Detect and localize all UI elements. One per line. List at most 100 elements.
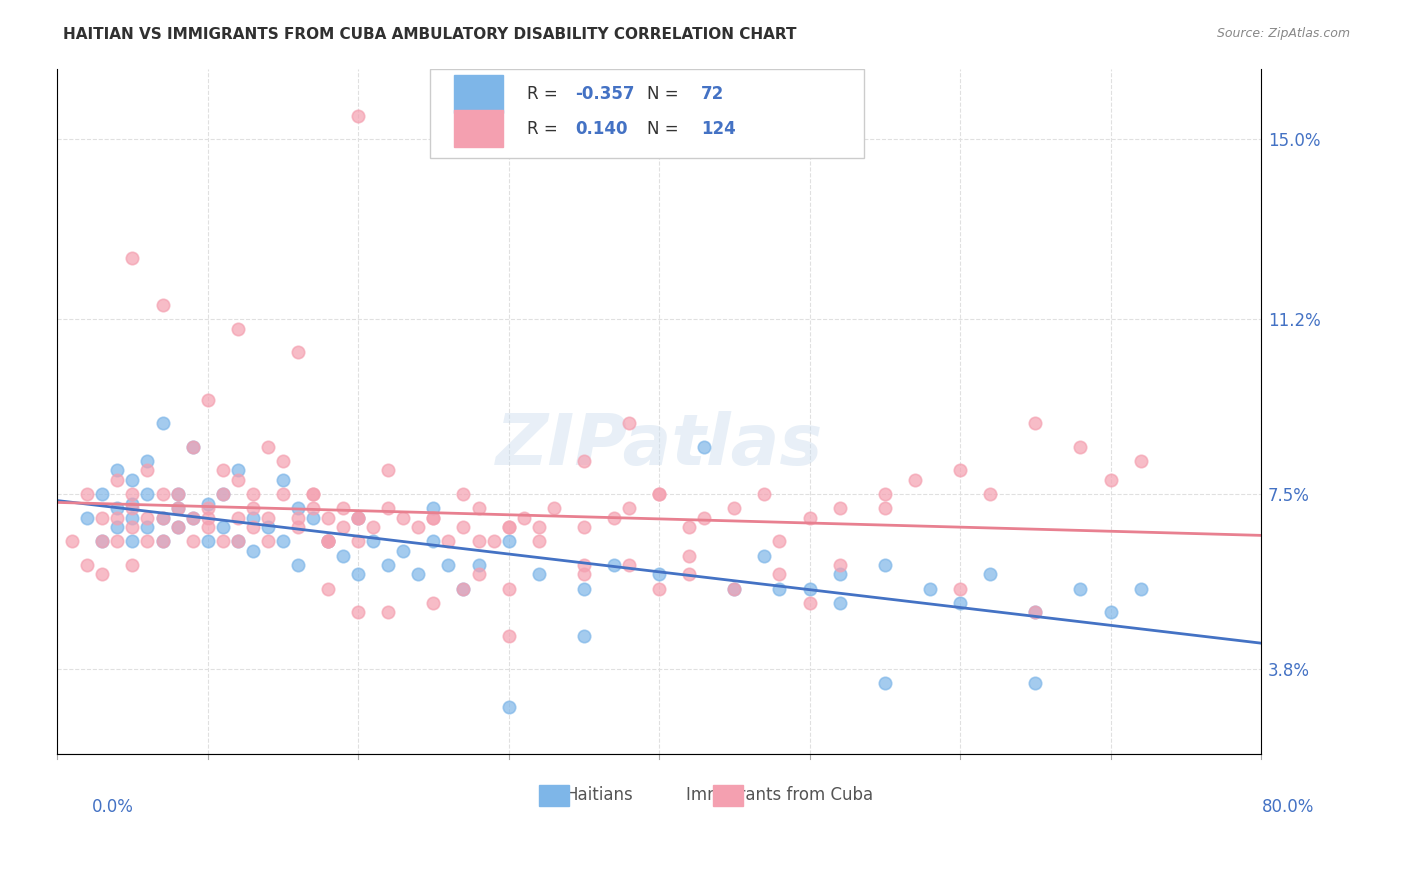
Point — [678, 549, 700, 563]
Point — [422, 510, 444, 524]
Point — [121, 558, 143, 572]
Point — [152, 298, 174, 312]
Point — [316, 534, 339, 549]
Point — [121, 534, 143, 549]
Point — [949, 463, 972, 477]
Point — [1129, 582, 1152, 596]
Point — [302, 501, 325, 516]
Point — [377, 558, 399, 572]
Point — [527, 520, 550, 534]
Point — [76, 558, 98, 572]
Point — [121, 473, 143, 487]
FancyBboxPatch shape — [454, 76, 502, 113]
Point — [242, 520, 264, 534]
Point — [152, 487, 174, 501]
Point — [181, 440, 204, 454]
Point — [392, 543, 415, 558]
Point — [152, 534, 174, 549]
Point — [316, 534, 339, 549]
Point — [316, 534, 339, 549]
Point — [754, 487, 776, 501]
Point — [603, 558, 626, 572]
Point — [873, 558, 896, 572]
Point — [136, 454, 159, 468]
Point — [467, 501, 489, 516]
Point — [527, 534, 550, 549]
Point — [121, 510, 143, 524]
Point — [152, 510, 174, 524]
Point — [873, 676, 896, 690]
Point — [136, 520, 159, 534]
Point — [271, 534, 294, 549]
Point — [152, 510, 174, 524]
Point — [617, 501, 640, 516]
Point — [678, 567, 700, 582]
Point — [197, 534, 219, 549]
Point — [347, 109, 370, 123]
Point — [377, 605, 399, 619]
Point — [768, 567, 790, 582]
Point — [136, 463, 159, 477]
Point — [572, 520, 595, 534]
Point — [271, 487, 294, 501]
Text: R =: R = — [527, 86, 562, 103]
Point — [693, 510, 716, 524]
Point — [166, 520, 188, 534]
Point — [105, 520, 128, 534]
Point — [648, 567, 671, 582]
Point — [287, 558, 309, 572]
Point — [91, 567, 114, 582]
Point — [1069, 440, 1091, 454]
Point — [76, 487, 98, 501]
Point — [287, 520, 309, 534]
Point — [271, 454, 294, 468]
Text: N =: N = — [647, 86, 683, 103]
Point — [242, 487, 264, 501]
Point — [332, 501, 354, 516]
Point — [166, 487, 188, 501]
Point — [799, 510, 821, 524]
Text: HAITIAN VS IMMIGRANTS FROM CUBA AMBULATORY DISABILITY CORRELATION CHART: HAITIAN VS IMMIGRANTS FROM CUBA AMBULATO… — [63, 27, 797, 42]
Point — [226, 473, 249, 487]
Point — [60, 534, 83, 549]
Point — [361, 520, 384, 534]
Point — [211, 534, 233, 549]
FancyBboxPatch shape — [713, 785, 744, 805]
Point — [316, 534, 339, 549]
Point — [287, 501, 309, 516]
Text: 80.0%: 80.0% — [1263, 797, 1315, 815]
Point — [422, 534, 444, 549]
Text: -0.357: -0.357 — [575, 86, 634, 103]
Point — [121, 251, 143, 265]
Point — [105, 510, 128, 524]
Point — [422, 501, 444, 516]
Point — [617, 416, 640, 430]
Point — [166, 501, 188, 516]
Point — [979, 567, 1001, 582]
Point — [302, 510, 325, 524]
Point — [1024, 605, 1046, 619]
Point — [91, 534, 114, 549]
Point — [181, 510, 204, 524]
Point — [287, 510, 309, 524]
Point — [723, 582, 745, 596]
Point — [152, 416, 174, 430]
Point — [873, 501, 896, 516]
Point — [257, 510, 280, 524]
Point — [302, 487, 325, 501]
Point — [453, 487, 475, 501]
Point — [377, 501, 399, 516]
Point — [482, 534, 505, 549]
Point — [121, 520, 143, 534]
Point — [197, 496, 219, 510]
Point — [1129, 454, 1152, 468]
Text: 72: 72 — [702, 86, 724, 103]
Point — [152, 534, 174, 549]
Point — [91, 510, 114, 524]
Point — [105, 463, 128, 477]
Point — [377, 463, 399, 477]
Point — [226, 534, 249, 549]
Point — [498, 629, 520, 643]
Point — [166, 487, 188, 501]
Point — [302, 487, 325, 501]
